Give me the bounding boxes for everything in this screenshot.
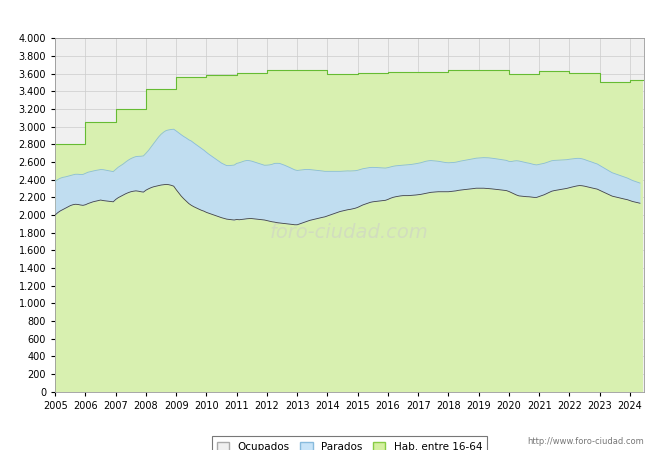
Text: http://www.foro-ciudad.com: http://www.foro-ciudad.com [526, 436, 644, 446]
Legend: Ocupados, Parados, Hab. entre 16-64: Ocupados, Parados, Hab. entre 16-64 [211, 436, 488, 450]
Text: L'Arboç - Evolucion de la poblacion en edad de Trabajar Mayo de 2024: L'Arboç - Evolucion de la poblacion en e… [90, 12, 560, 25]
Text: foro-ciudad.com: foro-ciudad.com [270, 223, 429, 242]
